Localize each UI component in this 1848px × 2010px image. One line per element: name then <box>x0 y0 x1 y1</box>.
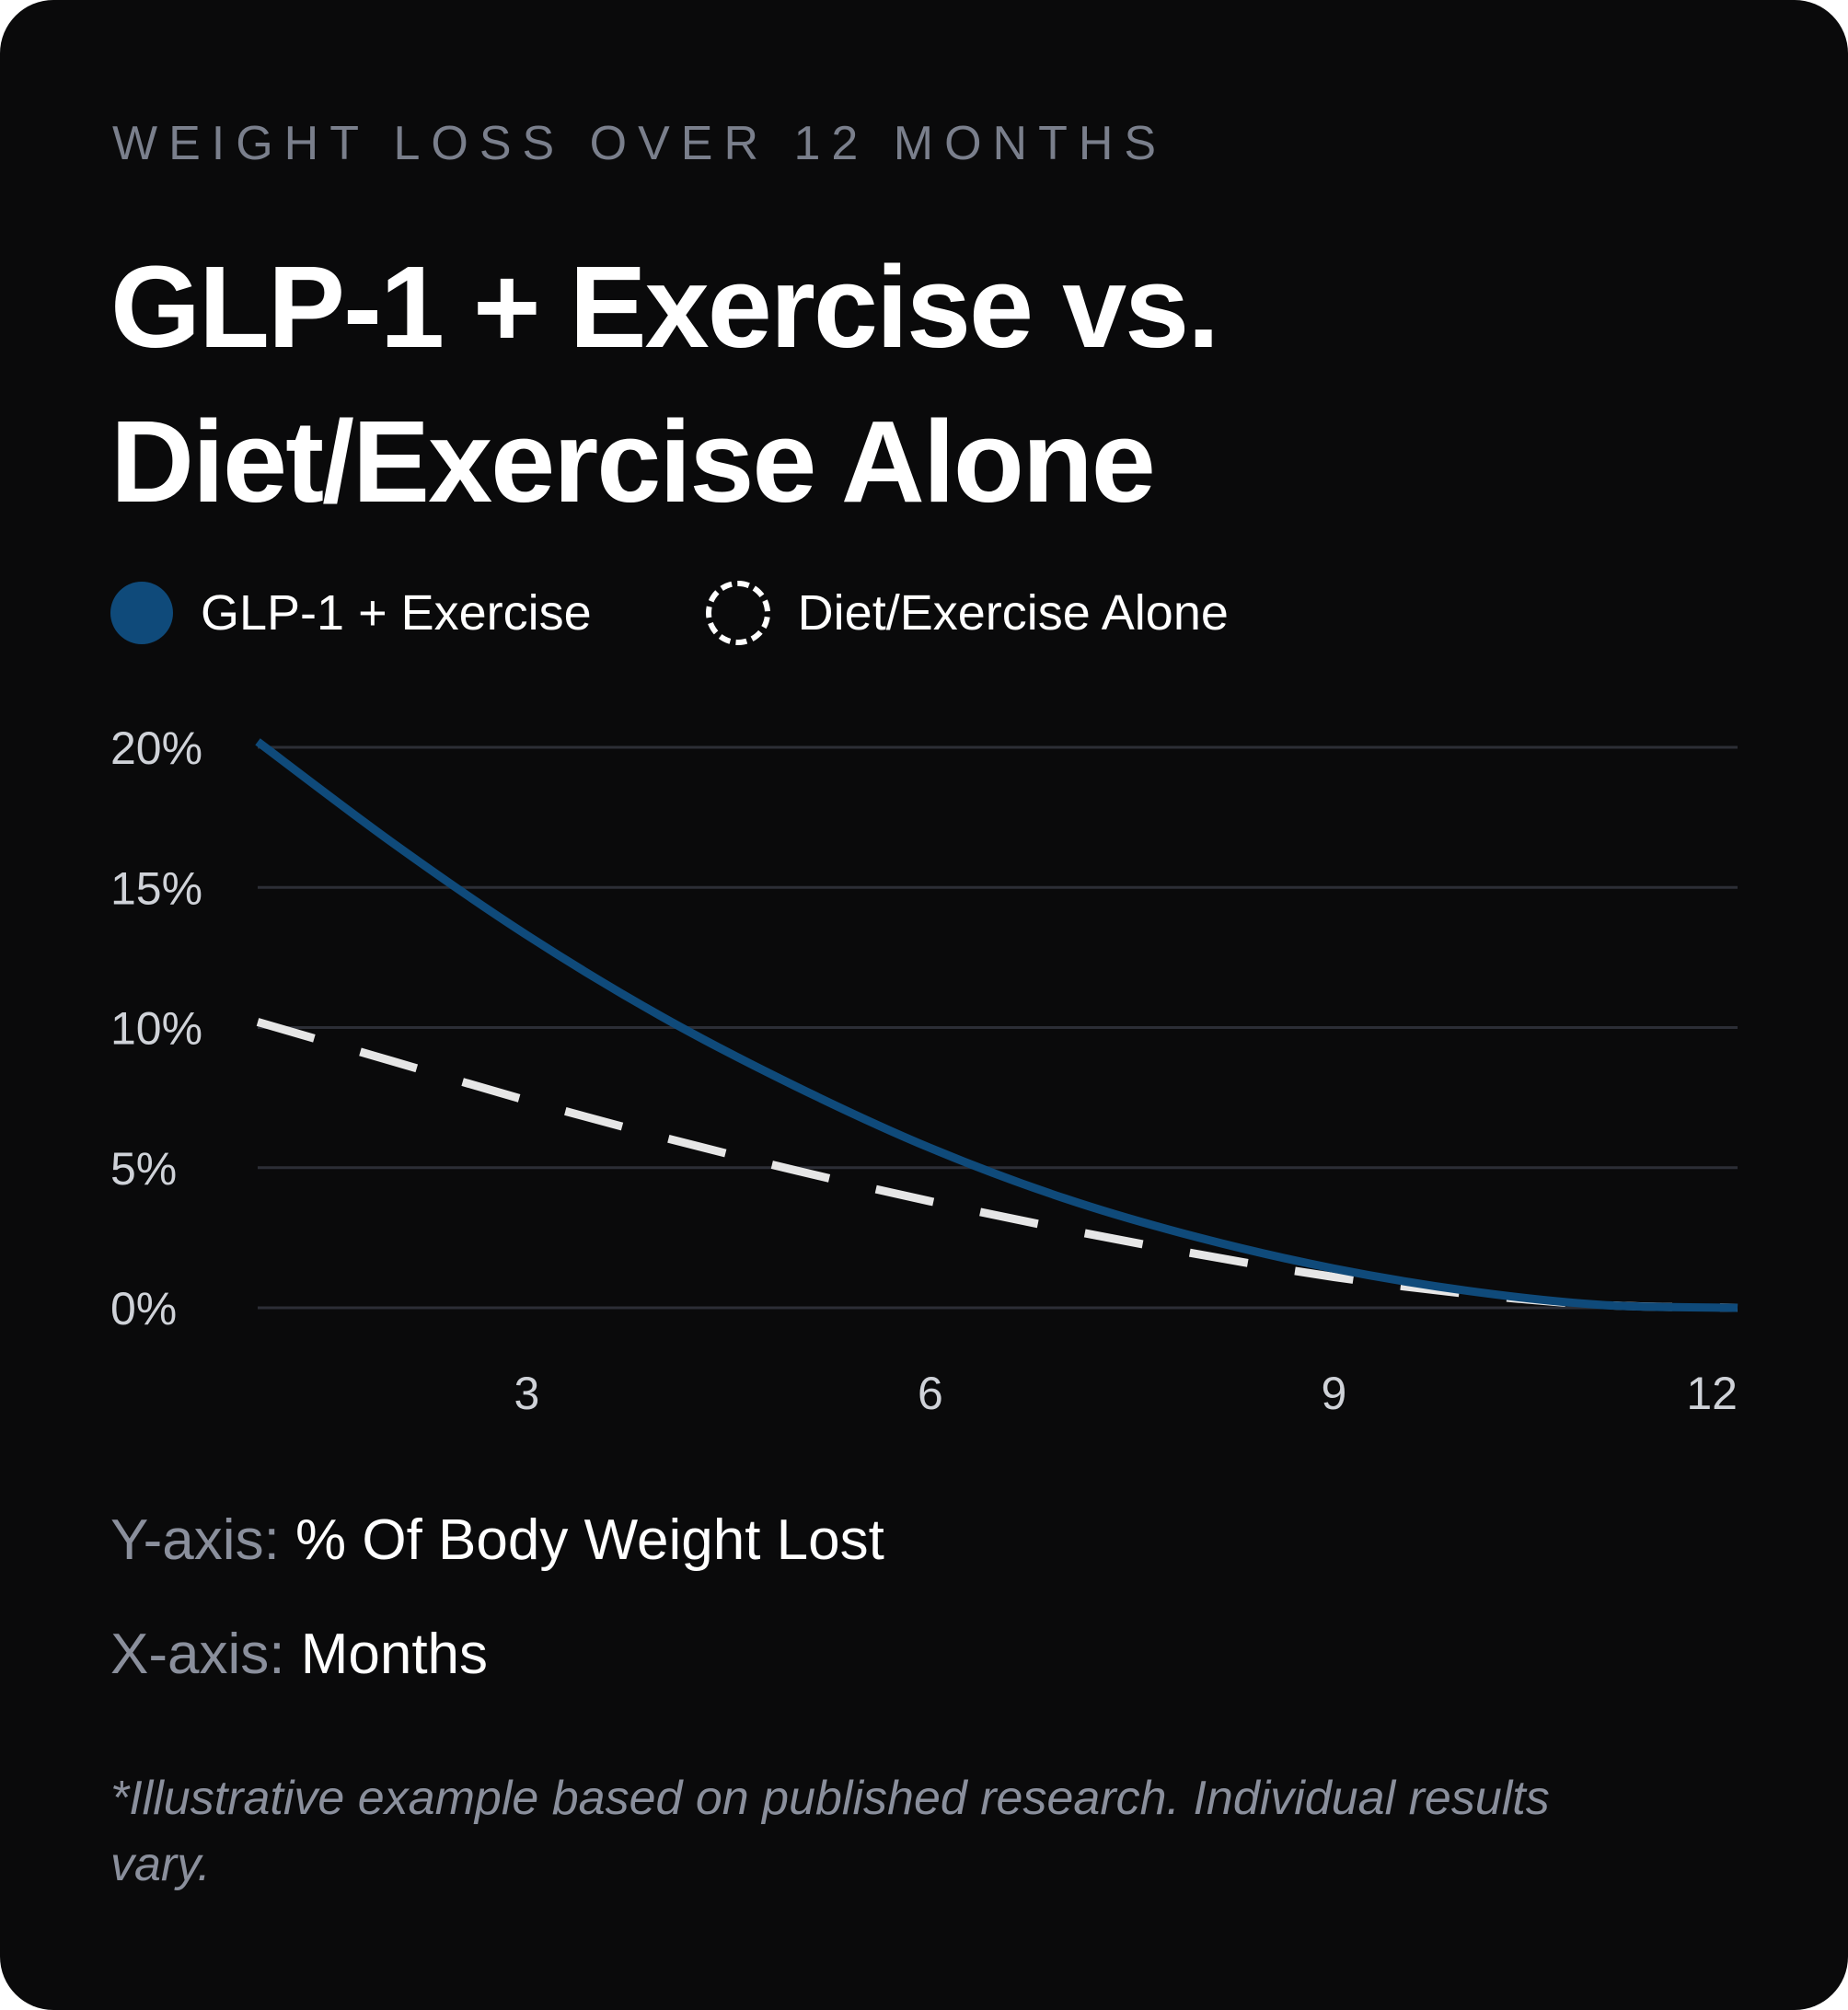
x-axis-caption: X-axis: Months <box>110 1618 488 1692</box>
y-tick-label: 5% <box>110 1143 177 1195</box>
y-tick-label: 20% <box>110 722 202 774</box>
chart-series <box>255 738 1738 1312</box>
x-tick-label: 3 <box>514 1368 539 1419</box>
x-axis-caption-value: Months <box>300 1623 489 1686</box>
x-tick-label: 9 <box>1322 1368 1347 1419</box>
y-tick-label: 0% <box>110 1283 177 1334</box>
legend-item-glp1: GLP-1 + Exercise <box>110 578 592 648</box>
y-axis-caption-key: Y-axis: <box>110 1508 280 1572</box>
x-axis-caption-key: X-axis: <box>110 1623 285 1686</box>
solid-circle-icon <box>110 582 173 644</box>
chart-eyebrow: WEIGHT LOSS OVER 12 MONTHS <box>112 117 1168 170</box>
y-axis-caption-value: % Of Body Weight Lost <box>295 1508 884 1572</box>
legend-item-diet: Diet/Exercise Alone <box>705 578 1229 648</box>
chart-gridlines <box>258 745 1738 1310</box>
chart-footnote: *Illustrative example based on published… <box>110 1772 1550 1891</box>
series-line-diet-exercise <box>256 1018 1738 1312</box>
legend-label-glp1: GLP-1 + Exercise <box>201 585 592 641</box>
x-tick-label: 12 <box>1686 1368 1738 1419</box>
y-axis-caption: Y-axis: % Of Body Weight Lost <box>110 1504 884 1577</box>
x-tick-label: 6 <box>918 1368 943 1419</box>
y-tick-label: 15% <box>110 862 202 914</box>
dashed-circle-icon <box>705 581 770 645</box>
line-chart: 0% 5% 10% 15% 20% 3 6 9 12 <box>110 722 1738 1419</box>
y-axis-ticks: 0% 5% 10% 15% 20% <box>110 722 202 1334</box>
y-tick-label: 10% <box>110 1003 202 1055</box>
legend-label-diet: Diet/Exercise Alone <box>797 585 1229 641</box>
x-axis-ticks: 3 6 9 12 <box>514 1368 1738 1419</box>
chart-title: GLP-1 + Exercise vs. Diet/Exercise Alone <box>110 242 1219 526</box>
series-line-glp1-exercise <box>255 738 1738 1312</box>
chart-legend: GLP-1 + Exercise Diet/Exercise Alone <box>110 578 1343 648</box>
